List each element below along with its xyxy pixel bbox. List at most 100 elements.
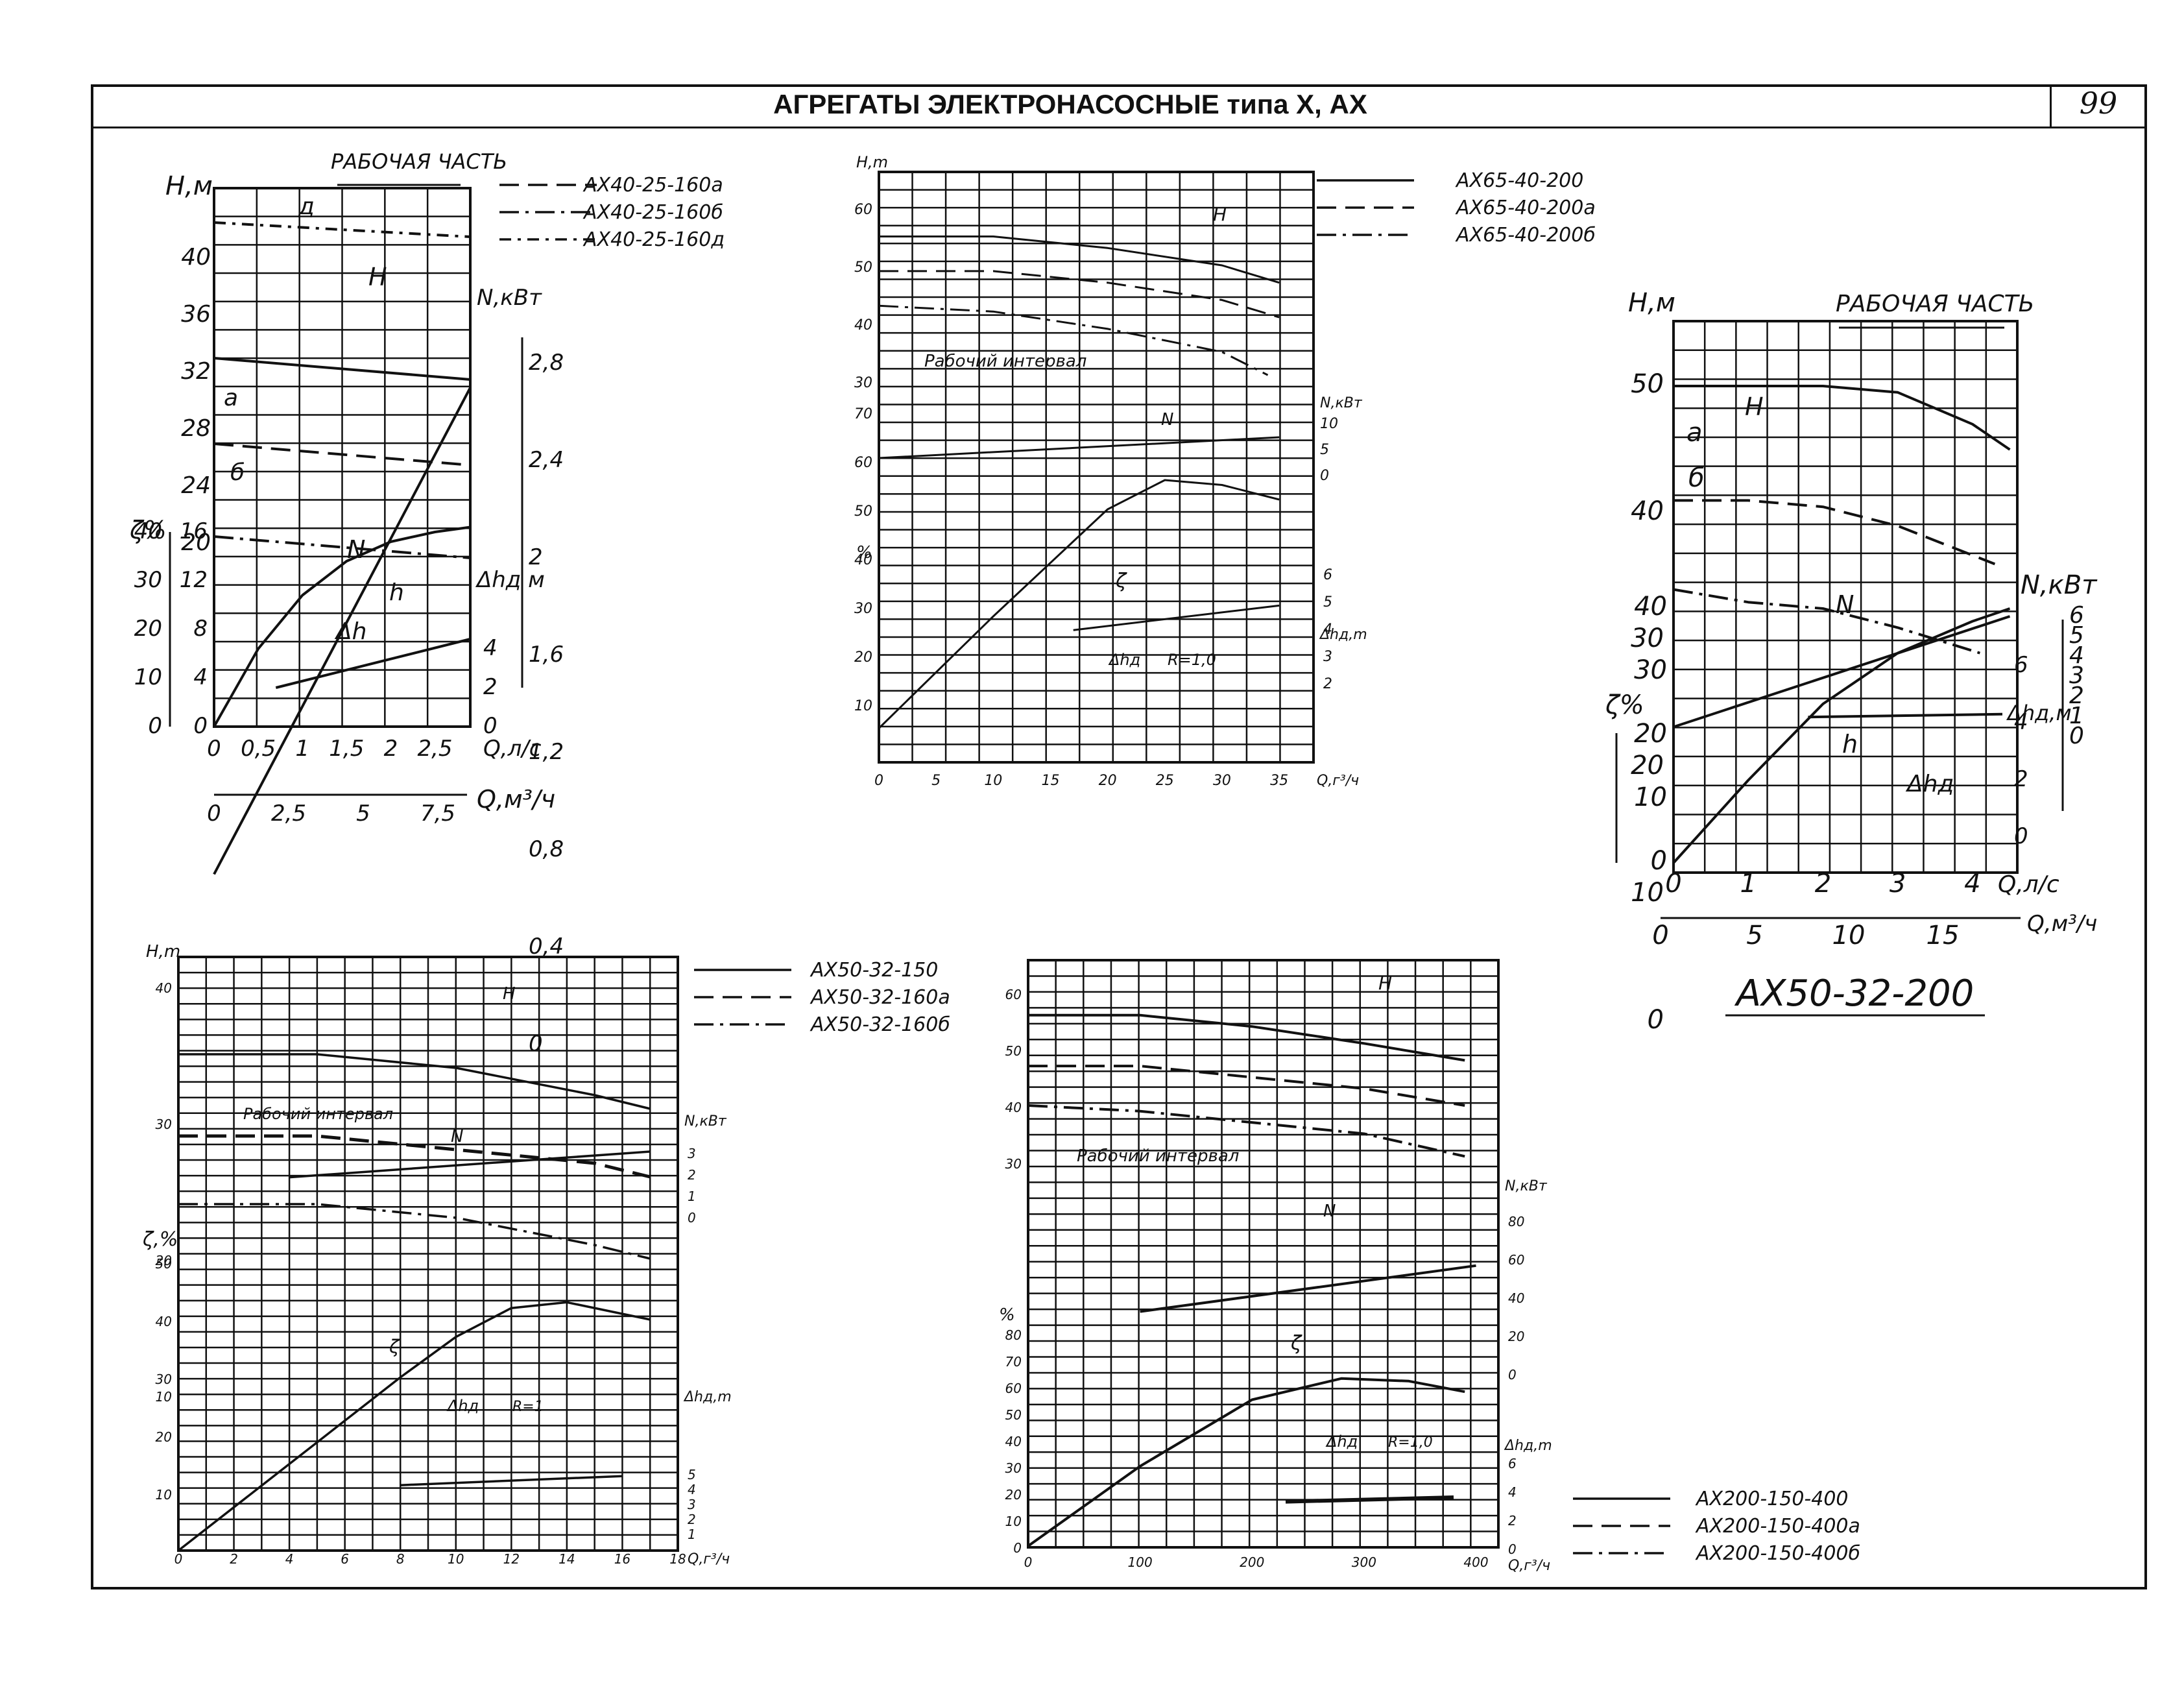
ax40-x-tick: 2,5: [417, 736, 452, 762]
ax200-legend-label: АХ200-150-400б: [1695, 1542, 1860, 1565]
ax50150-dh-tick: 4: [688, 1482, 696, 1497]
ax200-eta-tick: 0: [1013, 1540, 1022, 1556]
ax65-curve-dh-label: Δhд: [1108, 651, 1140, 669]
ax65-eta-axis-label: %: [856, 543, 872, 562]
ax50200-curve-N-label: N: [1836, 590, 1854, 619]
ax40-dh-axis-label: Δhд м: [475, 567, 545, 593]
ax40-legend-label: АХ40-25-160д: [582, 228, 725, 251]
ax65-x-axis-label: Q,г³/ч: [1317, 773, 1359, 789]
ax50150-x-tick: 6: [341, 1551, 349, 1567]
ax200-eta-tick: 30: [1005, 1460, 1022, 1476]
ax65-grid-border: [878, 171, 1315, 764]
ax50150-N-axis-label: N,кВт: [684, 1113, 727, 1130]
ax40-series-а: [213, 442, 471, 466]
ax200-interval-label: Рабочий интервал: [1077, 1146, 1239, 1166]
ax65-x-tick: 15: [1041, 773, 1059, 789]
ax40-H-tick: 32: [181, 358, 211, 385]
ax50150-legend-label: АХ50-32-160а: [810, 986, 950, 1009]
ax200-series-Δhд: [1285, 1495, 1454, 1504]
ax50150-x-tick: 18: [669, 1551, 686, 1567]
ax50200-series-N: [1673, 615, 2011, 729]
ax40-H-tick: 24: [181, 472, 211, 499]
ax200-N-tick: 20: [1508, 1329, 1524, 1344]
ax50150-x-tick: 4: [285, 1551, 294, 1567]
ax200-eta-axis-label: %: [999, 1305, 1015, 1325]
ax40-H-axis-label: H,м: [165, 171, 213, 201]
ax40-x-tick: 2: [384, 736, 398, 762]
ax200-N-tick: 40: [1508, 1290, 1524, 1306]
ax50200-curve-eta-label: h: [1842, 730, 1858, 758]
ax50200-N-tick: 6: [2069, 602, 2084, 629]
ax50150-dh-tick: 5: [688, 1467, 696, 1482]
ax40-x-tick: 1: [295, 736, 309, 762]
ax40-eta-tick: 20: [134, 616, 162, 642]
ax40-x-tick: 1,5: [329, 736, 364, 762]
ax50150-series-Δhд: [400, 1475, 623, 1486]
ax50200-dh-axis-label: Δhд,м: [2006, 701, 2072, 725]
ax40-legend-label: АХ40-25-160б: [582, 201, 723, 224]
ax40-eta-tick: 0: [148, 713, 162, 739]
ax50200-x2-axis-label: Q,м³/ч: [2027, 911, 2097, 937]
page-frame: [91, 84, 2147, 1589]
ax50200-x-tick: 0: [1665, 869, 1681, 899]
ax40-series-д: [213, 221, 471, 238]
ax50150-dh-tick: 3: [688, 1497, 696, 1512]
ax40-N-tick: 1,2: [529, 739, 564, 765]
ax50200-x-axis-label: Q,л/с: [1998, 871, 2059, 898]
ax200-eta-tick: 40: [1005, 1434, 1022, 1449]
ax50150-eta-axis-label: ζ,%: [142, 1228, 178, 1251]
ax40-legend-label: АХ40-25-160а: [582, 174, 723, 197]
ax40-N-tick: 0,8: [529, 836, 564, 862]
ax50200-x2-tick: 10: [1832, 921, 1866, 950]
ax50150-series-АХ50-32-160а: [178, 1134, 651, 1179]
ax50150-legend-label: АХ50-32-150: [810, 959, 938, 982]
ax50200-dh-tick: 2: [2014, 766, 2028, 792]
ax65-H-tick: 30: [854, 375, 872, 391]
ax65-x-tick: 25: [1156, 773, 1174, 789]
ax50150-x-tick: 8: [396, 1551, 405, 1567]
ax200-series-АХ200-150-400а: [1028, 1065, 1465, 1107]
ax65-dh-tick: 2: [1323, 676, 1332, 692]
ax40-x2-tick: 0: [207, 801, 221, 827]
ax65-dh-tick: 6: [1323, 567, 1332, 583]
ax50150-dh-axis-label: Δhд,m: [683, 1389, 732, 1405]
ax200-x-axis-label: Q,г³/ч: [1508, 1558, 1550, 1574]
ax65-x-tick: 5: [931, 773, 941, 789]
ax40-H-tick: 40: [181, 244, 211, 271]
ax40-H-tick: 20: [181, 529, 211, 556]
ax40-curve-dh-label: Δh: [334, 618, 366, 645]
ax40-low-tick: 4: [193, 664, 208, 690]
ax65-H-tick: 40: [854, 317, 872, 333]
ax65-x-tick: 0: [874, 773, 883, 789]
ax50200-curve-H-label: H: [1745, 393, 1764, 421]
ax40-N-tick: 0,4: [529, 934, 564, 960]
ax200-series-N: [1140, 1264, 1476, 1313]
ax50200-N-tick: 0: [2069, 723, 2084, 749]
ax40-mark-d: д: [298, 193, 315, 220]
chart-ax40: H,м202428323640N,кВт2,82,421,61,20,80,40…: [129, 149, 725, 1057]
ax50200-dh-tick: 6: [2014, 652, 2028, 678]
ax65-dh-tick: 5: [1323, 594, 1332, 610]
ax65-x-tick: 35: [1270, 773, 1288, 789]
ax200-x-tick: 100: [1128, 1554, 1153, 1570]
ax50150-curve-H-label: H: [503, 984, 516, 1004]
ax50150-curve-eta-label: ζ: [389, 1336, 400, 1357]
chart-ax50150: H,m40302010N,кВт3210ζ,%5040302010Δhд,m54…: [142, 942, 950, 1567]
ax50150-series-АХ50-32-160б: [178, 1203, 651, 1260]
ax50200-mark-b: б: [1688, 463, 1705, 493]
ax40-N-tick: 2,8: [529, 350, 564, 376]
ax65-series-N: [878, 436, 1280, 459]
ax65-legend-label: АХ65-40-200б: [1455, 224, 1596, 247]
ax40-eta-axis-label: ζ%: [129, 516, 167, 544]
ax200-series-АХ200-150-400б: [1027, 1104, 1465, 1158]
ax50200-N-tick: 1: [2069, 703, 2084, 729]
ax200-dh-tick: 0: [1508, 1541, 1517, 1557]
ax50200-dh-tick: 4: [2014, 709, 2028, 735]
ax200-curve-N-label: N: [1323, 1202, 1336, 1221]
ax65-legend-label: АХ65-40-200а: [1455, 197, 1596, 219]
ax65-eta-tick: 50: [854, 503, 872, 520]
ax200-eta-tick: 20: [1005, 1487, 1022, 1503]
ax200-legend-label: АХ200-150-400: [1695, 1488, 1849, 1510]
ax200-legend-label: АХ200-150-400а: [1695, 1515, 1860, 1538]
